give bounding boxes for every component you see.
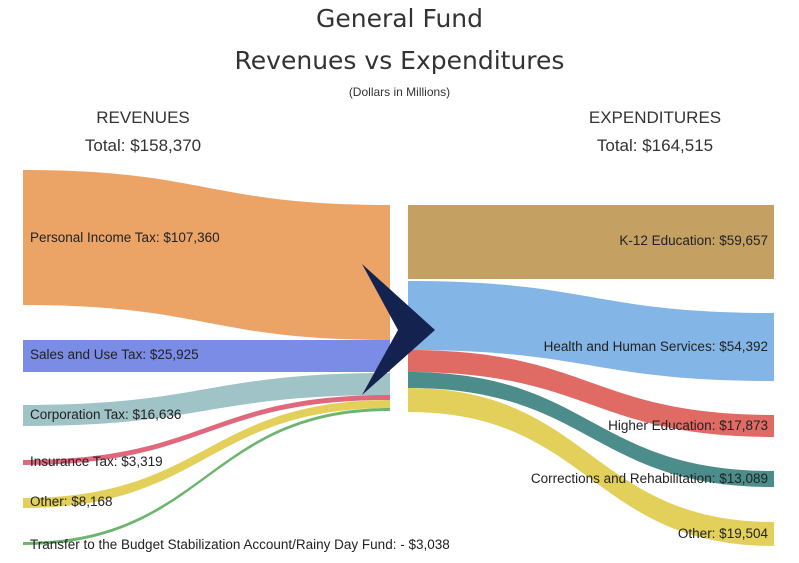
revenue-label-insurance-tax: Insurance Tax: $3,319 bbox=[30, 454, 163, 469]
expenditure-band-3 bbox=[408, 372, 774, 487]
revenues-heading: REVENUES bbox=[96, 108, 190, 127]
revenue-band-4 bbox=[23, 400, 390, 508]
expenditure-label-higher-education: Higher Education: $17,873 bbox=[608, 418, 768, 433]
revenue-label-sales-and-use-tax: Sales and Use Tax: $25,925 bbox=[30, 347, 199, 362]
flow-arrow-icon bbox=[362, 264, 435, 395]
expenditure-label-other: Other: $19,504 bbox=[677, 526, 768, 541]
chart-subtitle: Revenues vs Expenditures bbox=[234, 46, 565, 75]
revenue-band-2 bbox=[23, 373, 390, 426]
revenues-total: Total: $158,370 bbox=[84, 136, 202, 155]
expenditure-band-0 bbox=[408, 205, 774, 279]
chart-title: General Fund bbox=[315, 4, 484, 33]
chart-note: (Dollars in Millions) bbox=[348, 85, 451, 99]
expenditures-total: Total: $164,515 bbox=[596, 136, 714, 155]
revenue-label-other: Other: $8,168 bbox=[30, 494, 113, 509]
expenditures-heading: EXPENDITURES bbox=[588, 108, 722, 127]
expenditure-label-corrections-rehabilitation: Corrections and Rehabilitation: $13,089 bbox=[530, 471, 768, 486]
revenue-band-1 bbox=[23, 340, 390, 372]
expenditure-band-2 bbox=[408, 350, 774, 437]
revenue-band-5 bbox=[23, 408, 390, 545]
revenue-band-0 bbox=[23, 170, 390, 340]
expenditure-band-1 bbox=[408, 281, 774, 381]
revenue-label-personal-income-tax: Personal Income Tax: $107,360 bbox=[30, 230, 220, 245]
revenue-label-corporation-tax: Corporation Tax: $16,636 bbox=[30, 407, 182, 422]
expenditure-band-4 bbox=[408, 388, 774, 546]
revenue-band-3 bbox=[23, 395, 390, 465]
expenditure-label-health-human-services: Health and Human Services: $54,392 bbox=[543, 339, 768, 354]
expenditure-label-k12-education: K-12 Education: $59,657 bbox=[619, 233, 768, 248]
revenue-label-transfer-rainy-day-fund: Transfer to the Budget Stabilization Acc… bbox=[30, 537, 450, 552]
